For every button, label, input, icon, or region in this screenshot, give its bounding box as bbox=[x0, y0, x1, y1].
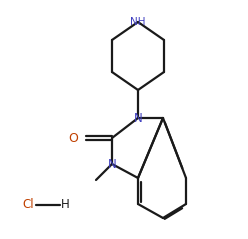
Text: N: N bbox=[134, 112, 142, 125]
Text: O: O bbox=[68, 131, 78, 145]
Text: Cl: Cl bbox=[22, 199, 34, 212]
Text: NH: NH bbox=[130, 17, 146, 27]
Text: N: N bbox=[108, 158, 116, 170]
Text: H: H bbox=[61, 199, 69, 212]
